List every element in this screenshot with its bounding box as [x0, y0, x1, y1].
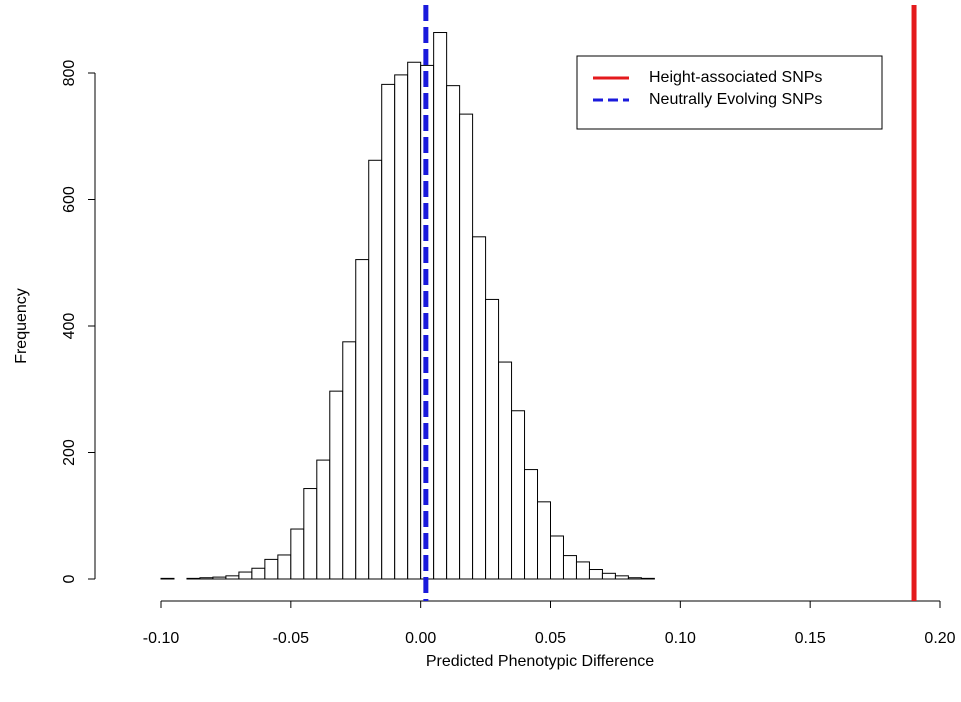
x-tick-label: 0.05 — [535, 630, 566, 647]
bar — [459, 113, 474, 580]
x-tick-label: 0.10 — [665, 630, 696, 647]
bar — [225, 575, 240, 580]
bar — [394, 74, 409, 580]
y-tick-label: 400 — [61, 313, 78, 340]
x-axis-title: Predicted Phenotypic Difference — [426, 653, 654, 670]
bar — [601, 572, 616, 580]
bar — [329, 390, 344, 580]
bar — [212, 576, 227, 580]
bar — [446, 85, 461, 580]
y-tick-label: 800 — [61, 60, 78, 87]
bar — [550, 535, 564, 580]
x-tick-label: 0.20 — [924, 630, 955, 647]
x-tick-label: 0.00 — [405, 630, 436, 647]
bar — [433, 32, 448, 580]
bar — [355, 259, 370, 580]
bar — [537, 501, 551, 580]
bar — [342, 341, 357, 580]
bar — [627, 577, 642, 580]
bar — [588, 569, 603, 580]
y-tick-label: 200 — [61, 439, 78, 466]
bar — [614, 575, 629, 580]
bar — [640, 577, 655, 580]
bar — [199, 577, 214, 580]
bar — [303, 488, 318, 580]
bar — [485, 298, 500, 580]
bar — [251, 567, 266, 580]
x-tick-label: -0.10 — [143, 630, 180, 647]
bar — [264, 558, 279, 580]
bar — [368, 159, 383, 580]
y-tick-label: 600 — [61, 186, 78, 213]
bar — [381, 83, 396, 580]
bar — [498, 361, 513, 580]
x-tick-label: -0.05 — [273, 630, 310, 647]
bar — [472, 236, 487, 580]
bar — [511, 410, 526, 580]
legend-box — [576, 55, 883, 130]
bar — [238, 571, 253, 580]
y-axis-title: Frequency — [13, 288, 30, 364]
y-tick-label: 0 — [61, 574, 78, 583]
bar — [186, 577, 201, 580]
bar — [277, 554, 292, 580]
bar — [562, 555, 577, 580]
bar — [160, 577, 175, 580]
bar — [407, 61, 422, 580]
x-tick-label: 0.15 — [795, 630, 826, 647]
bar — [290, 528, 305, 580]
bar — [316, 459, 331, 580]
legend-label: Height-associated SNPs — [649, 69, 822, 86]
bar — [524, 469, 539, 580]
legend-label: Neutrally Evolving SNPs — [649, 91, 822, 108]
bar — [575, 561, 590, 580]
